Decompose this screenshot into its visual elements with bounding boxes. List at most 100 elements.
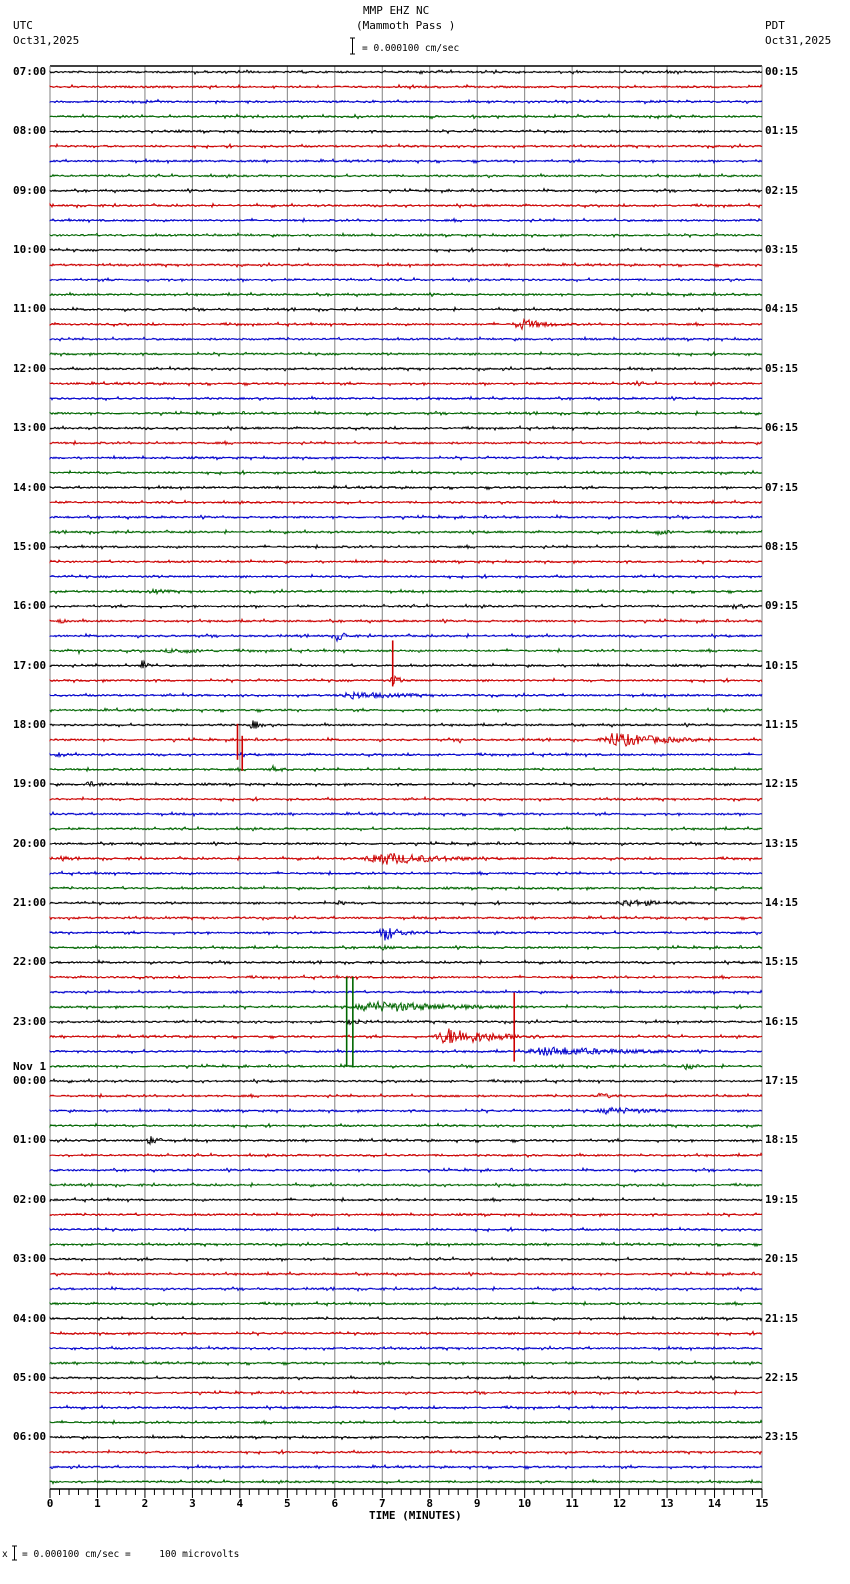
utc-hour-label: 06:00 (13, 1430, 47, 1444)
station-location: (Mammoth Pass ) (356, 19, 456, 32)
trace-row (49, 202, 763, 209)
station-title: MMP EHZ NC (363, 4, 430, 17)
x-tick-label: 8 (426, 1497, 434, 1510)
pdt-hour-label: 09:15 (765, 599, 799, 613)
pdt-hour-label: 00:15 (765, 65, 799, 78)
x-tick-label: 1 (94, 1497, 101, 1510)
x-tick-label: 9 (473, 1497, 481, 1510)
pdt-hour-label: 06:15 (765, 421, 799, 435)
trace-row (49, 1046, 763, 1057)
pdt-hour-label: 17:15 (765, 1074, 799, 1088)
trace-row (49, 1374, 763, 1381)
x-axis-label: TIME (MINUTES) (369, 1509, 462, 1522)
utc-hour-label: 18:00 (13, 717, 47, 731)
right-date: Oct31,2025 (765, 34, 832, 47)
utc-hour-label: 11:00 (13, 302, 47, 316)
x-tick-label: 11 (565, 1497, 579, 1510)
trace-row (49, 1285, 763, 1292)
utc-hour-label: 20:00 (13, 836, 47, 850)
trace-row (49, 659, 763, 669)
pdt-hour-label: 21:15 (765, 1311, 799, 1325)
utc-hour-label: 16:00 (13, 599, 47, 613)
left-date: Oct31,2025 (13, 34, 80, 47)
trace-row (49, 763, 763, 773)
footer-scale-note: = 0.000100 cm/sec = 100 microvolts (22, 1549, 240, 1560)
trace-row (49, 999, 763, 1013)
trace-row (49, 276, 763, 283)
footer-marker: x (2, 1549, 8, 1560)
pdt-hour-label: 08:15 (765, 539, 799, 553)
trace-row (49, 1136, 763, 1146)
utc-hour-label: 03:00 (13, 1252, 47, 1266)
trace-row (49, 1028, 763, 1045)
x-tick-label: 2 (141, 1497, 149, 1510)
right-timezone: PDT (765, 19, 785, 32)
utc-hour-label: 08:00 (13, 124, 47, 138)
trace-row (49, 647, 763, 656)
utc-hour-label: 14:00 (13, 480, 47, 494)
trace-row (49, 852, 762, 866)
trace-row (49, 958, 763, 966)
utc-hour-label: 13:00 (13, 421, 47, 435)
pdt-hour-label: 22:15 (765, 1370, 799, 1384)
x-tick-label: 4 (236, 1497, 244, 1510)
trace-row (49, 1300, 763, 1307)
pdt-hour-label: 05:15 (765, 361, 799, 375)
trace-row (49, 1463, 763, 1471)
pdt-hour-label: 20:15 (765, 1252, 799, 1266)
pdt-hour-label: 03:15 (765, 243, 799, 257)
pdt-hour-label: 10:15 (765, 658, 799, 672)
utc-hour-label: 23:00 (13, 1014, 47, 1028)
utc-hour-label: 19:00 (13, 777, 47, 791)
utc-hour-label: 00:00 (13, 1074, 47, 1088)
utc-hour-label: 12:00 (13, 361, 47, 375)
pdt-hour-label: 23:15 (765, 1430, 799, 1444)
trace-row (49, 690, 763, 700)
pdt-hour-label: 16:15 (765, 1014, 799, 1028)
utc-hour-label: 04:00 (13, 1311, 47, 1325)
x-tick-label: 14 (707, 1497, 722, 1510)
trace-row (49, 927, 763, 941)
x-tick-label: 6 (331, 1497, 339, 1510)
pdt-hour-label: 11:15 (765, 717, 799, 731)
left-timezone: UTC (13, 19, 33, 32)
x-tick-label: 3 (189, 1497, 196, 1510)
scale-text: = 0.000100 cm/sec (362, 43, 460, 54)
trace-row (49, 914, 763, 922)
utc-hour-label: 05:00 (13, 1370, 47, 1384)
trace-row (49, 317, 763, 331)
pdt-hour-label: 15:15 (765, 955, 799, 969)
trace-row (49, 632, 763, 643)
utc-hour-label: 21:00 (13, 896, 47, 910)
trace-row (49, 1062, 763, 1071)
x-tick-label: 15 (755, 1497, 769, 1510)
utc-hour-label: 17:00 (13, 658, 47, 672)
x-tick-label: 0 (46, 1497, 54, 1510)
trace-row (49, 528, 763, 537)
utc-hour-label: 01:00 (13, 1133, 47, 1147)
utc-hour-label: 10:00 (13, 243, 47, 257)
trace-row (49, 261, 763, 269)
pdt-hour-label: 02:15 (765, 183, 799, 197)
utc-hour-label: 07:00 (13, 65, 47, 78)
trace-row (49, 810, 763, 818)
trace-row (49, 513, 763, 521)
pdt-hour-label: 07:15 (765, 480, 799, 494)
pdt-hour-label: 12:15 (765, 777, 799, 791)
x-tick-label: 12 (612, 1497, 627, 1510)
utc-hour-label: 02:00 (13, 1192, 47, 1206)
pdt-hour-label: 04:15 (765, 302, 799, 316)
x-tick-label: 5 (284, 1497, 291, 1510)
pdt-hour-label: 13:15 (765, 836, 799, 850)
pdt-hour-label: 19:15 (765, 1192, 799, 1206)
pdt-hour-label: 14:15 (765, 896, 799, 910)
trace-row (49, 720, 763, 729)
trace-row (49, 1092, 763, 1099)
utc-hour-label: 09:00 (13, 183, 47, 197)
x-tick-label: 10 (518, 1497, 532, 1510)
x-tick-label: 7 (378, 1497, 386, 1510)
pdt-hour-label: 01:15 (765, 124, 799, 138)
trace-row (49, 1418, 763, 1426)
utc-hour-label: 22:00 (13, 955, 47, 969)
